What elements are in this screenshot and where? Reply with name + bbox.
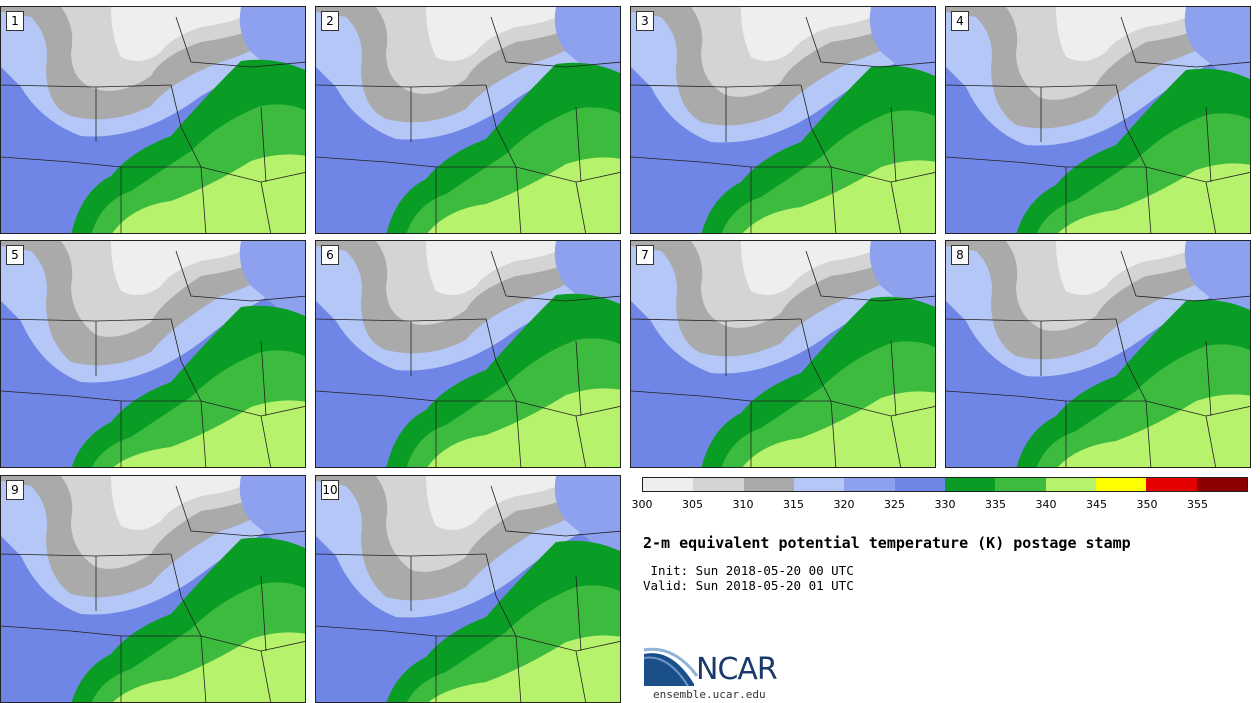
colorbar-tick-label: 300 [631,498,653,511]
colorbar-tick-label: 330 [934,498,956,511]
colorbar-tick-label: 315 [783,498,804,511]
colorbar-tick-label: 320 [833,498,855,511]
theta-e-map [1,7,305,233]
member-panel-5[interactable]: 5 [0,240,306,468]
member-number-label: 9 [6,480,24,500]
theta-e-map [946,7,1250,233]
colorbar [642,477,1248,492]
member-number-label: 1 [6,11,24,31]
member-panel-2[interactable]: 2 [315,6,621,234]
member-panel-1[interactable]: 1 [0,6,306,234]
member-number-label: 5 [6,245,24,265]
colorbar-tick-label: 305 [682,498,703,511]
colorbar-tick-label: 355 [1187,498,1208,511]
init-time: Init: Sun 2018-05-20 00 UTC [643,563,854,578]
valid-time: Valid: Sun 2018-05-20 01 UTC [643,578,854,593]
colorbar-ticks: 300 305 310 315 320 325 330 335 340 345 350 355 [632,498,1248,512]
ncar-wordmark: NCAR [696,652,778,687]
site-url[interactable]: ensemble.ucar.edu [653,688,766,701]
theta-e-map [946,241,1250,467]
member-panel-8[interactable]: 8 [945,240,1251,468]
member-panel-3[interactable]: 3 [630,6,936,234]
theta-e-map [316,476,620,702]
theta-e-map [1,241,305,467]
colorbar-segment [1095,478,1147,491]
colorbar-tick-label: 325 [884,498,905,511]
colorbar-segment [944,478,996,491]
member-number-label: 8 [951,245,969,265]
member-panel-9[interactable]: 9 [0,475,306,703]
colorbar-tick-label: 340 [1035,498,1057,511]
colorbar-segment [1196,478,1247,491]
member-number-label: 6 [321,245,339,265]
plot-title: 2-m equivalent potential temperature (K)… [643,534,1131,552]
member-number-label: 3 [636,11,654,31]
member-panel-10[interactable]: 10 [315,475,621,703]
theta-e-map [1,476,305,702]
colorbar-tick-label: 345 [1086,498,1107,511]
colorbar-tick-label: 310 [732,498,754,511]
member-number-label: 4 [951,11,969,31]
colorbar-segment [743,478,794,491]
colorbar-segment [844,478,895,491]
colorbar-segment [1146,478,1197,491]
colorbar-tick-label: 350 [1136,498,1158,511]
member-number-label: 2 [321,11,339,31]
member-panel-4[interactable]: 4 [945,6,1251,234]
colorbar-segment [894,478,945,491]
theta-e-map [316,7,620,233]
colorbar-segment [995,478,1046,491]
theta-e-map [316,241,620,467]
colorbar-segment [1045,478,1096,491]
member-panel-6[interactable]: 6 [315,240,621,468]
theta-e-map [631,241,935,467]
ncar-logo-icon [643,647,699,687]
member-number-label: 7 [636,245,654,265]
colorbar-segment [793,478,845,491]
member-panel-7[interactable]: 7 [630,240,936,468]
colorbar-segment [643,478,694,491]
member-number-label: 10 [321,480,339,500]
colorbar-segment [693,478,744,491]
theta-e-map [631,7,935,233]
colorbar-tick-label: 335 [985,498,1006,511]
